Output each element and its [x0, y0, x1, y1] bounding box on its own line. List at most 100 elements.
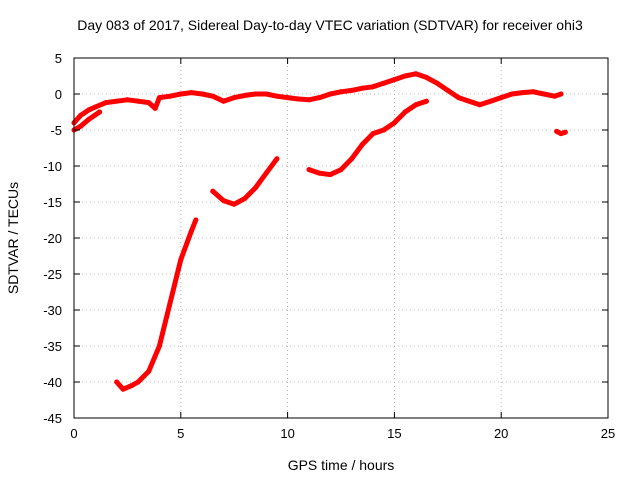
data-point	[359, 141, 365, 147]
data-point	[327, 172, 333, 178]
data-point	[434, 80, 440, 86]
data-point	[381, 127, 387, 133]
data-point	[242, 92, 248, 98]
tick-layer: 0 5 10 15 20 25 5 0 -5 -10 -15 -20 -25 -30 -35 -40 -45	[43, 51, 615, 441]
chart-title: Day 083 of 2017, Sidereal Day-to-day VTE…	[77, 17, 583, 33]
data-point	[466, 98, 472, 104]
y-tick-label: -30	[43, 303, 62, 318]
series-line-4	[306, 98, 429, 178]
data-point	[97, 109, 103, 115]
data-point	[317, 170, 323, 176]
data-point	[114, 379, 120, 385]
data-point	[349, 156, 355, 162]
data-point	[530, 89, 536, 95]
data-point	[558, 131, 564, 137]
y-tick-label: 0	[55, 87, 62, 102]
data-point	[253, 185, 259, 191]
data-point	[146, 100, 152, 106]
data-point	[167, 300, 173, 306]
x-tick-label: 0	[70, 426, 77, 441]
x-tick-label: 10	[280, 426, 294, 441]
data-point	[193, 217, 199, 223]
data-point	[178, 91, 184, 97]
data-point	[189, 228, 194, 234]
data-point	[498, 95, 504, 101]
data-point	[423, 98, 429, 104]
data-point	[120, 386, 126, 392]
y-tick-label: -20	[43, 231, 62, 246]
data-point	[156, 343, 162, 349]
data-point	[135, 98, 141, 104]
y-tick-label: 5	[55, 51, 62, 66]
data-point	[156, 95, 162, 101]
series-layer	[71, 71, 568, 392]
data-point	[423, 74, 429, 80]
data-point	[199, 91, 205, 97]
data-point	[413, 71, 419, 77]
data-point	[263, 170, 269, 176]
data-point	[242, 195, 248, 201]
x-tick-label: 20	[494, 426, 508, 441]
data-point	[370, 131, 376, 137]
data-point	[509, 91, 515, 97]
data-point	[253, 91, 259, 97]
data-point	[477, 102, 483, 108]
data-point	[370, 84, 376, 90]
data-point	[295, 96, 301, 102]
data-point	[146, 368, 152, 374]
y-tick-label: -40	[43, 375, 62, 390]
data-point	[338, 89, 344, 95]
y-tick-label: -15	[43, 195, 62, 210]
data-point	[488, 98, 493, 104]
y-tick-label: -5	[50, 123, 62, 138]
data-point	[541, 91, 547, 97]
y-axis-label: SDTVAR / TECUs	[5, 182, 21, 294]
data-point	[189, 90, 194, 96]
data-point	[210, 93, 216, 99]
y-tick-label: -10	[43, 159, 62, 174]
data-point	[413, 102, 419, 108]
data-point	[338, 167, 344, 173]
series-line-1	[71, 109, 103, 133]
x-tick-label: 15	[387, 426, 401, 441]
data-point	[167, 93, 173, 99]
x-tick-label: 25	[601, 426, 615, 441]
data-point	[274, 93, 280, 99]
data-point	[554, 128, 560, 134]
y-tick-label: -45	[43, 411, 62, 426]
data-point	[402, 73, 408, 79]
data-point	[86, 107, 92, 113]
series-line-2	[114, 217, 199, 392]
data-point	[391, 77, 397, 83]
data-point	[231, 95, 237, 101]
data-point	[552, 93, 558, 99]
data-point	[306, 97, 312, 103]
data-point	[231, 201, 237, 207]
data-point	[520, 90, 526, 96]
data-point	[263, 91, 269, 97]
data-point	[129, 383, 135, 389]
data-point	[92, 104, 98, 110]
data-point	[445, 87, 451, 93]
y-tick-label: -35	[43, 339, 62, 354]
data-point	[317, 95, 323, 101]
data-point	[77, 113, 83, 119]
data-point	[306, 167, 312, 173]
y-tick-label: -25	[43, 267, 62, 282]
data-point	[456, 95, 461, 101]
data-point	[152, 105, 158, 111]
data-point	[327, 91, 333, 97]
x-axis-label: GPS time / hours	[288, 457, 395, 473]
data-point	[103, 100, 109, 106]
data-point	[114, 98, 120, 104]
data-point	[562, 129, 568, 135]
data-point	[381, 80, 387, 86]
data-point	[274, 156, 280, 162]
data-point	[402, 109, 408, 115]
data-point	[77, 123, 83, 129]
data-point	[391, 120, 397, 126]
data-point	[86, 116, 92, 122]
x-tick-label: 5	[177, 426, 184, 441]
data-point	[124, 97, 130, 103]
